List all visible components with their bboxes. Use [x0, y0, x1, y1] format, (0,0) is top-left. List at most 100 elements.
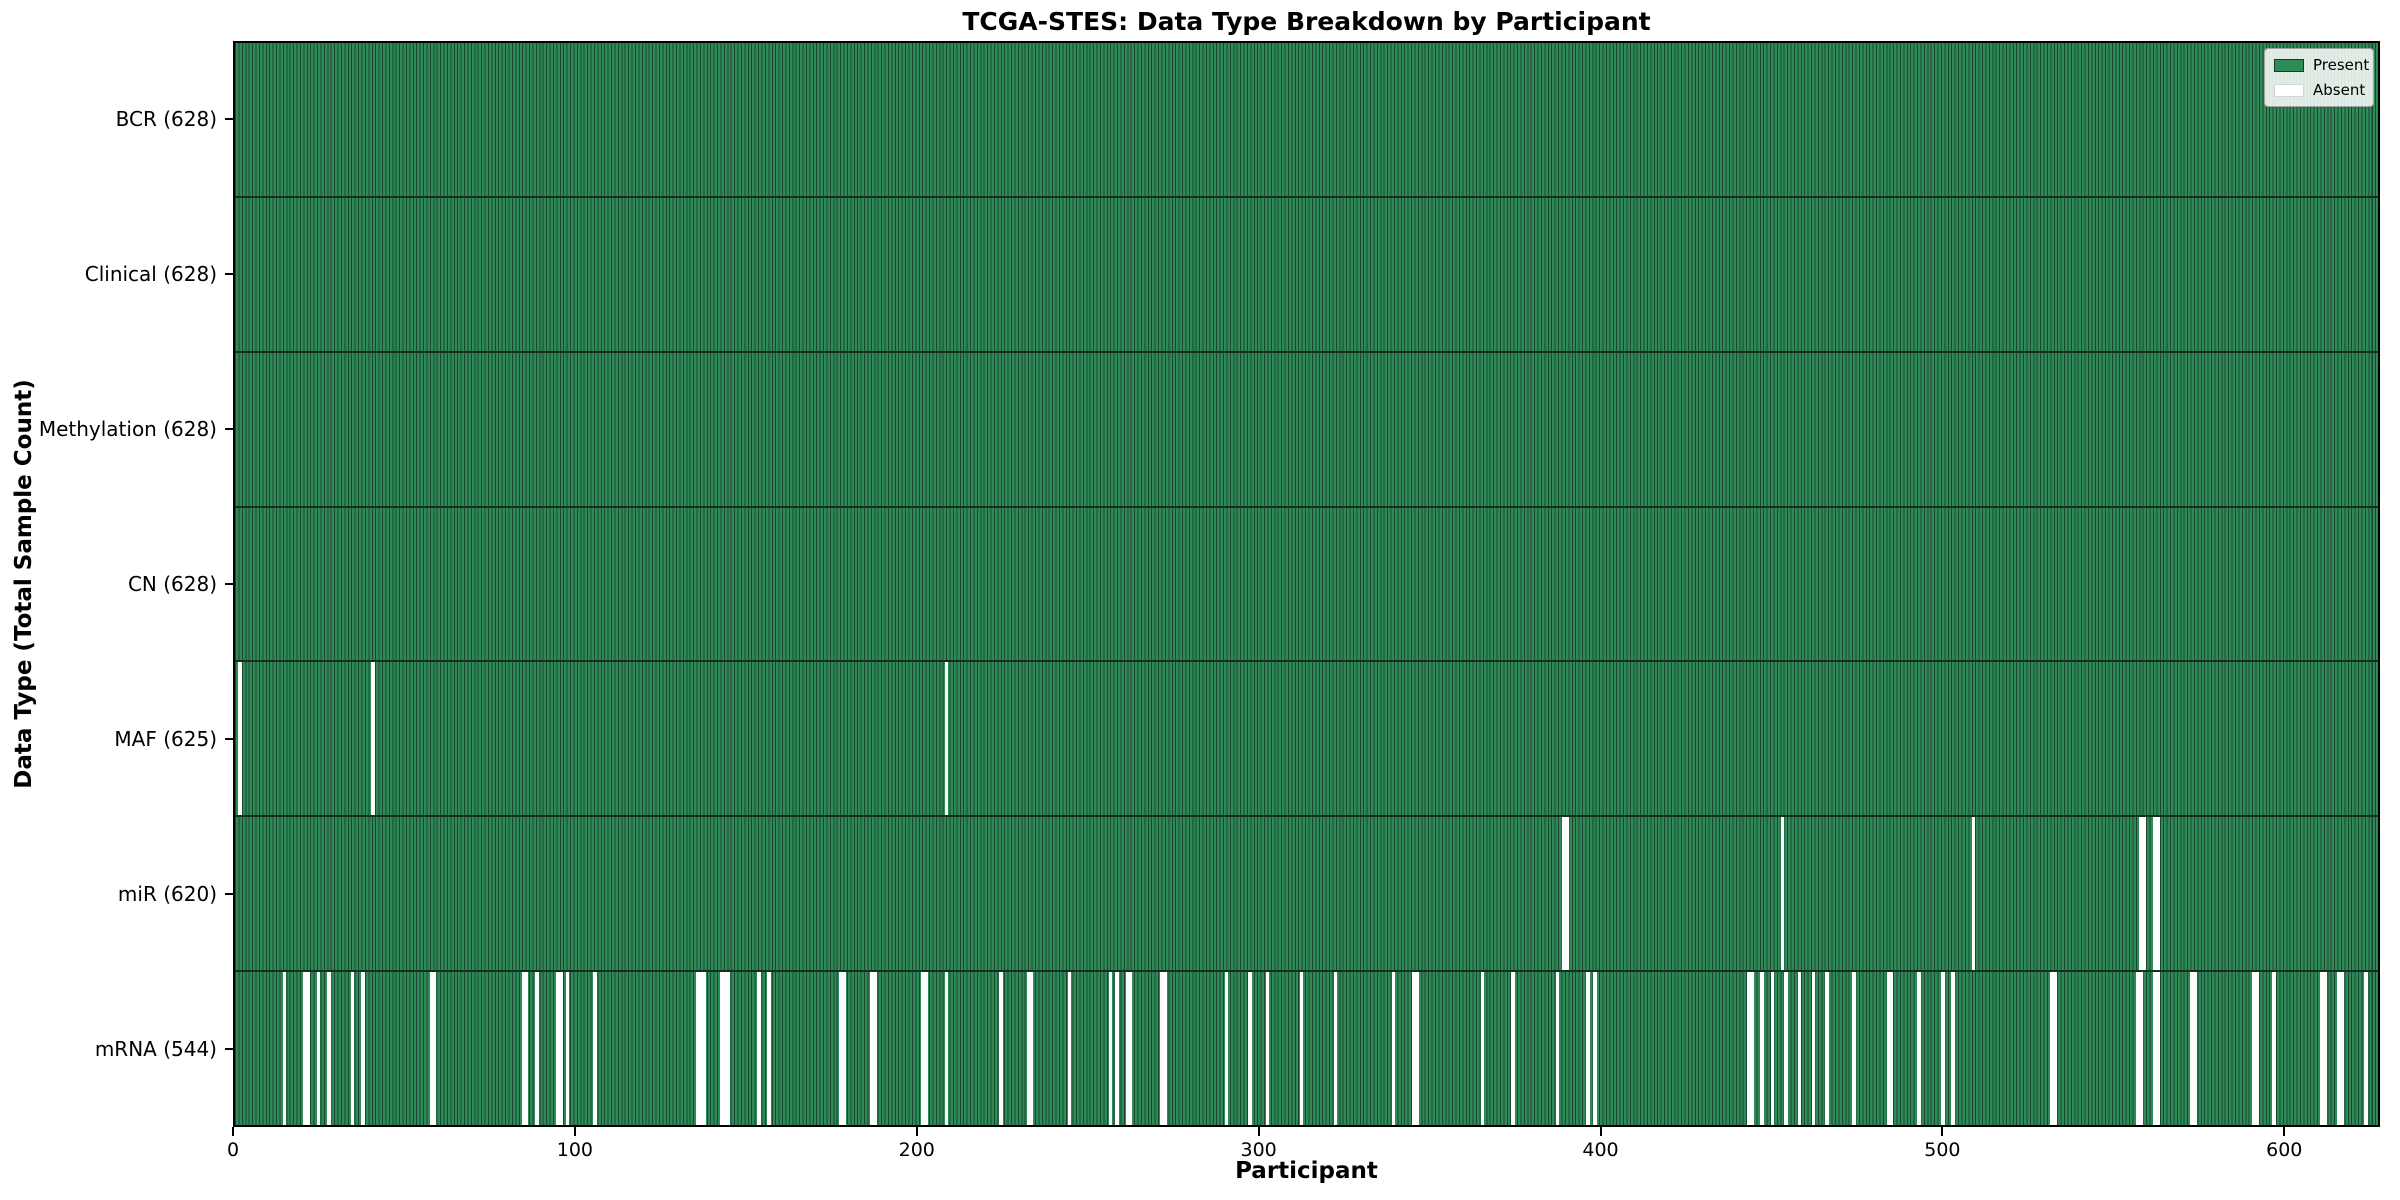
absent-gap	[1562, 817, 1570, 971]
plot-area: Present Absent	[233, 41, 2380, 1127]
absent-gap	[838, 972, 846, 1126]
y-tick-label: mRNA (544)	[94, 1037, 217, 1062]
absent-gap	[1224, 972, 1228, 1126]
absent-swatch-icon	[2274, 83, 2304, 97]
absent-gap	[2337, 972, 2344, 1126]
y-tick-mark	[225, 738, 233, 741]
x-tick-label: 500	[1924, 1139, 1961, 1161]
absent-gap	[869, 972, 877, 1126]
y-tick-label: miR (620)	[117, 882, 217, 907]
absent-gap	[767, 972, 771, 1126]
x-tick-label: 100	[556, 1139, 594, 1161]
presence-matrix	[235, 43, 2378, 1126]
absent-gap	[1593, 972, 1597, 1126]
absent-gap	[1265, 972, 1269, 1126]
absent-gap	[1797, 972, 1802, 1126]
row-mRNA	[235, 972, 2378, 1126]
absent-gap	[351, 972, 355, 1126]
row-Methylation	[235, 352, 2378, 508]
absent-gap	[282, 972, 287, 1126]
y-tick-mark	[225, 117, 233, 120]
absent-gap	[999, 972, 1003, 1126]
chart-title: TCGA-STES: Data Type Breakdown by Partic…	[962, 7, 1651, 36]
row-Clinical	[235, 197, 2378, 353]
row-MAF	[235, 662, 2378, 818]
absent-gap	[361, 972, 365, 1126]
absent-gap	[1299, 972, 1304, 1126]
absent-gap	[521, 972, 529, 1126]
absent-gap	[429, 972, 437, 1126]
x-axis-label: Participant	[1235, 1158, 1378, 1184]
absent-gap	[1971, 817, 1976, 971]
absent-gap	[2190, 972, 2198, 1126]
absent-gap	[555, 972, 563, 1126]
x-tick-label: 200	[898, 1139, 935, 1161]
absent-gap	[944, 662, 949, 816]
x-tick-mark	[1257, 1127, 1260, 1136]
absent-gap	[1108, 972, 1112, 1126]
y-tick-label: BCR (628)	[115, 106, 217, 131]
absent-gap	[2272, 972, 2276, 1126]
absent-gap	[1067, 972, 1072, 1126]
absent-gap	[1780, 817, 1785, 971]
absent-gap	[1811, 972, 1815, 1126]
absent-gap	[2050, 972, 2058, 1126]
y-tick-mark	[225, 1048, 233, 1051]
x-axis: 0 100 200 300 400 500 600	[227, 1127, 2380, 1173]
legend-label-present: Present	[2313, 56, 2370, 74]
absent-gap	[1951, 972, 1955, 1126]
x-tick-mark	[1599, 1127, 1602, 1136]
y-tick-label: Methylation (628)	[38, 416, 217, 441]
absent-gap	[1760, 972, 1764, 1126]
absent-gap	[1480, 972, 1484, 1126]
absent-gap	[1115, 972, 1119, 1126]
absent-gap	[719, 972, 730, 1126]
y-tick-label: CN (628)	[127, 571, 217, 596]
row-CN	[235, 507, 2378, 663]
row-BCR	[235, 43, 2378, 198]
absent-gap	[1248, 972, 1252, 1126]
absent-gap	[1391, 972, 1396, 1126]
legend-item-present: Present	[2274, 56, 2369, 74]
absent-gap	[238, 662, 242, 816]
absent-gap	[1511, 972, 1515, 1126]
absent-gap	[1555, 972, 1559, 1126]
absent-gap	[1886, 972, 1894, 1126]
x-tick-label: 0	[226, 1139, 240, 1161]
absent-gap	[1746, 972, 1754, 1126]
absent-gap	[1941, 972, 1945, 1126]
absent-gap	[1586, 972, 1590, 1126]
absent-gap	[920, 972, 928, 1126]
absent-gap	[1770, 972, 1774, 1126]
absent-gap	[303, 972, 311, 1126]
absent-gap	[1784, 972, 1788, 1126]
absent-gap	[327, 972, 331, 1126]
absent-gap	[1125, 972, 1133, 1126]
absent-gap	[1159, 972, 1167, 1126]
x-tick-mark	[573, 1127, 576, 1136]
x-tick-mark	[2283, 1127, 2286, 1136]
absent-gap	[316, 972, 321, 1126]
present-swatch-icon	[2274, 58, 2304, 72]
x-tick-label: 400	[1582, 1139, 1619, 1161]
absent-gap	[371, 662, 375, 816]
legend: Present Absent	[2264, 48, 2374, 107]
legend-label-absent: Absent	[2313, 81, 2366, 99]
y-tick-label: MAF (625)	[114, 727, 217, 752]
absent-gap	[2139, 817, 2146, 971]
y-tick-label: Clinical (628)	[84, 261, 217, 286]
absent-gap	[1026, 972, 1034, 1126]
x-tick-mark	[232, 1127, 234, 1136]
y-tick-mark	[225, 893, 233, 896]
absent-gap	[2152, 817, 2160, 971]
x-tick-mark	[915, 1127, 918, 1136]
x-tick-mark	[1941, 1127, 1944, 1136]
absent-gap	[1852, 972, 1856, 1126]
x-tick-label: 300	[1240, 1139, 1277, 1161]
absent-gap	[1917, 972, 1921, 1126]
absent-gap	[2364, 972, 2368, 1126]
absent-gap	[2251, 972, 2259, 1126]
y-axis: BCR (628) Clinical (628) Methylation (628)…	[0, 41, 233, 1127]
absent-gap	[1825, 972, 1829, 1126]
absent-gap	[2135, 972, 2143, 1126]
